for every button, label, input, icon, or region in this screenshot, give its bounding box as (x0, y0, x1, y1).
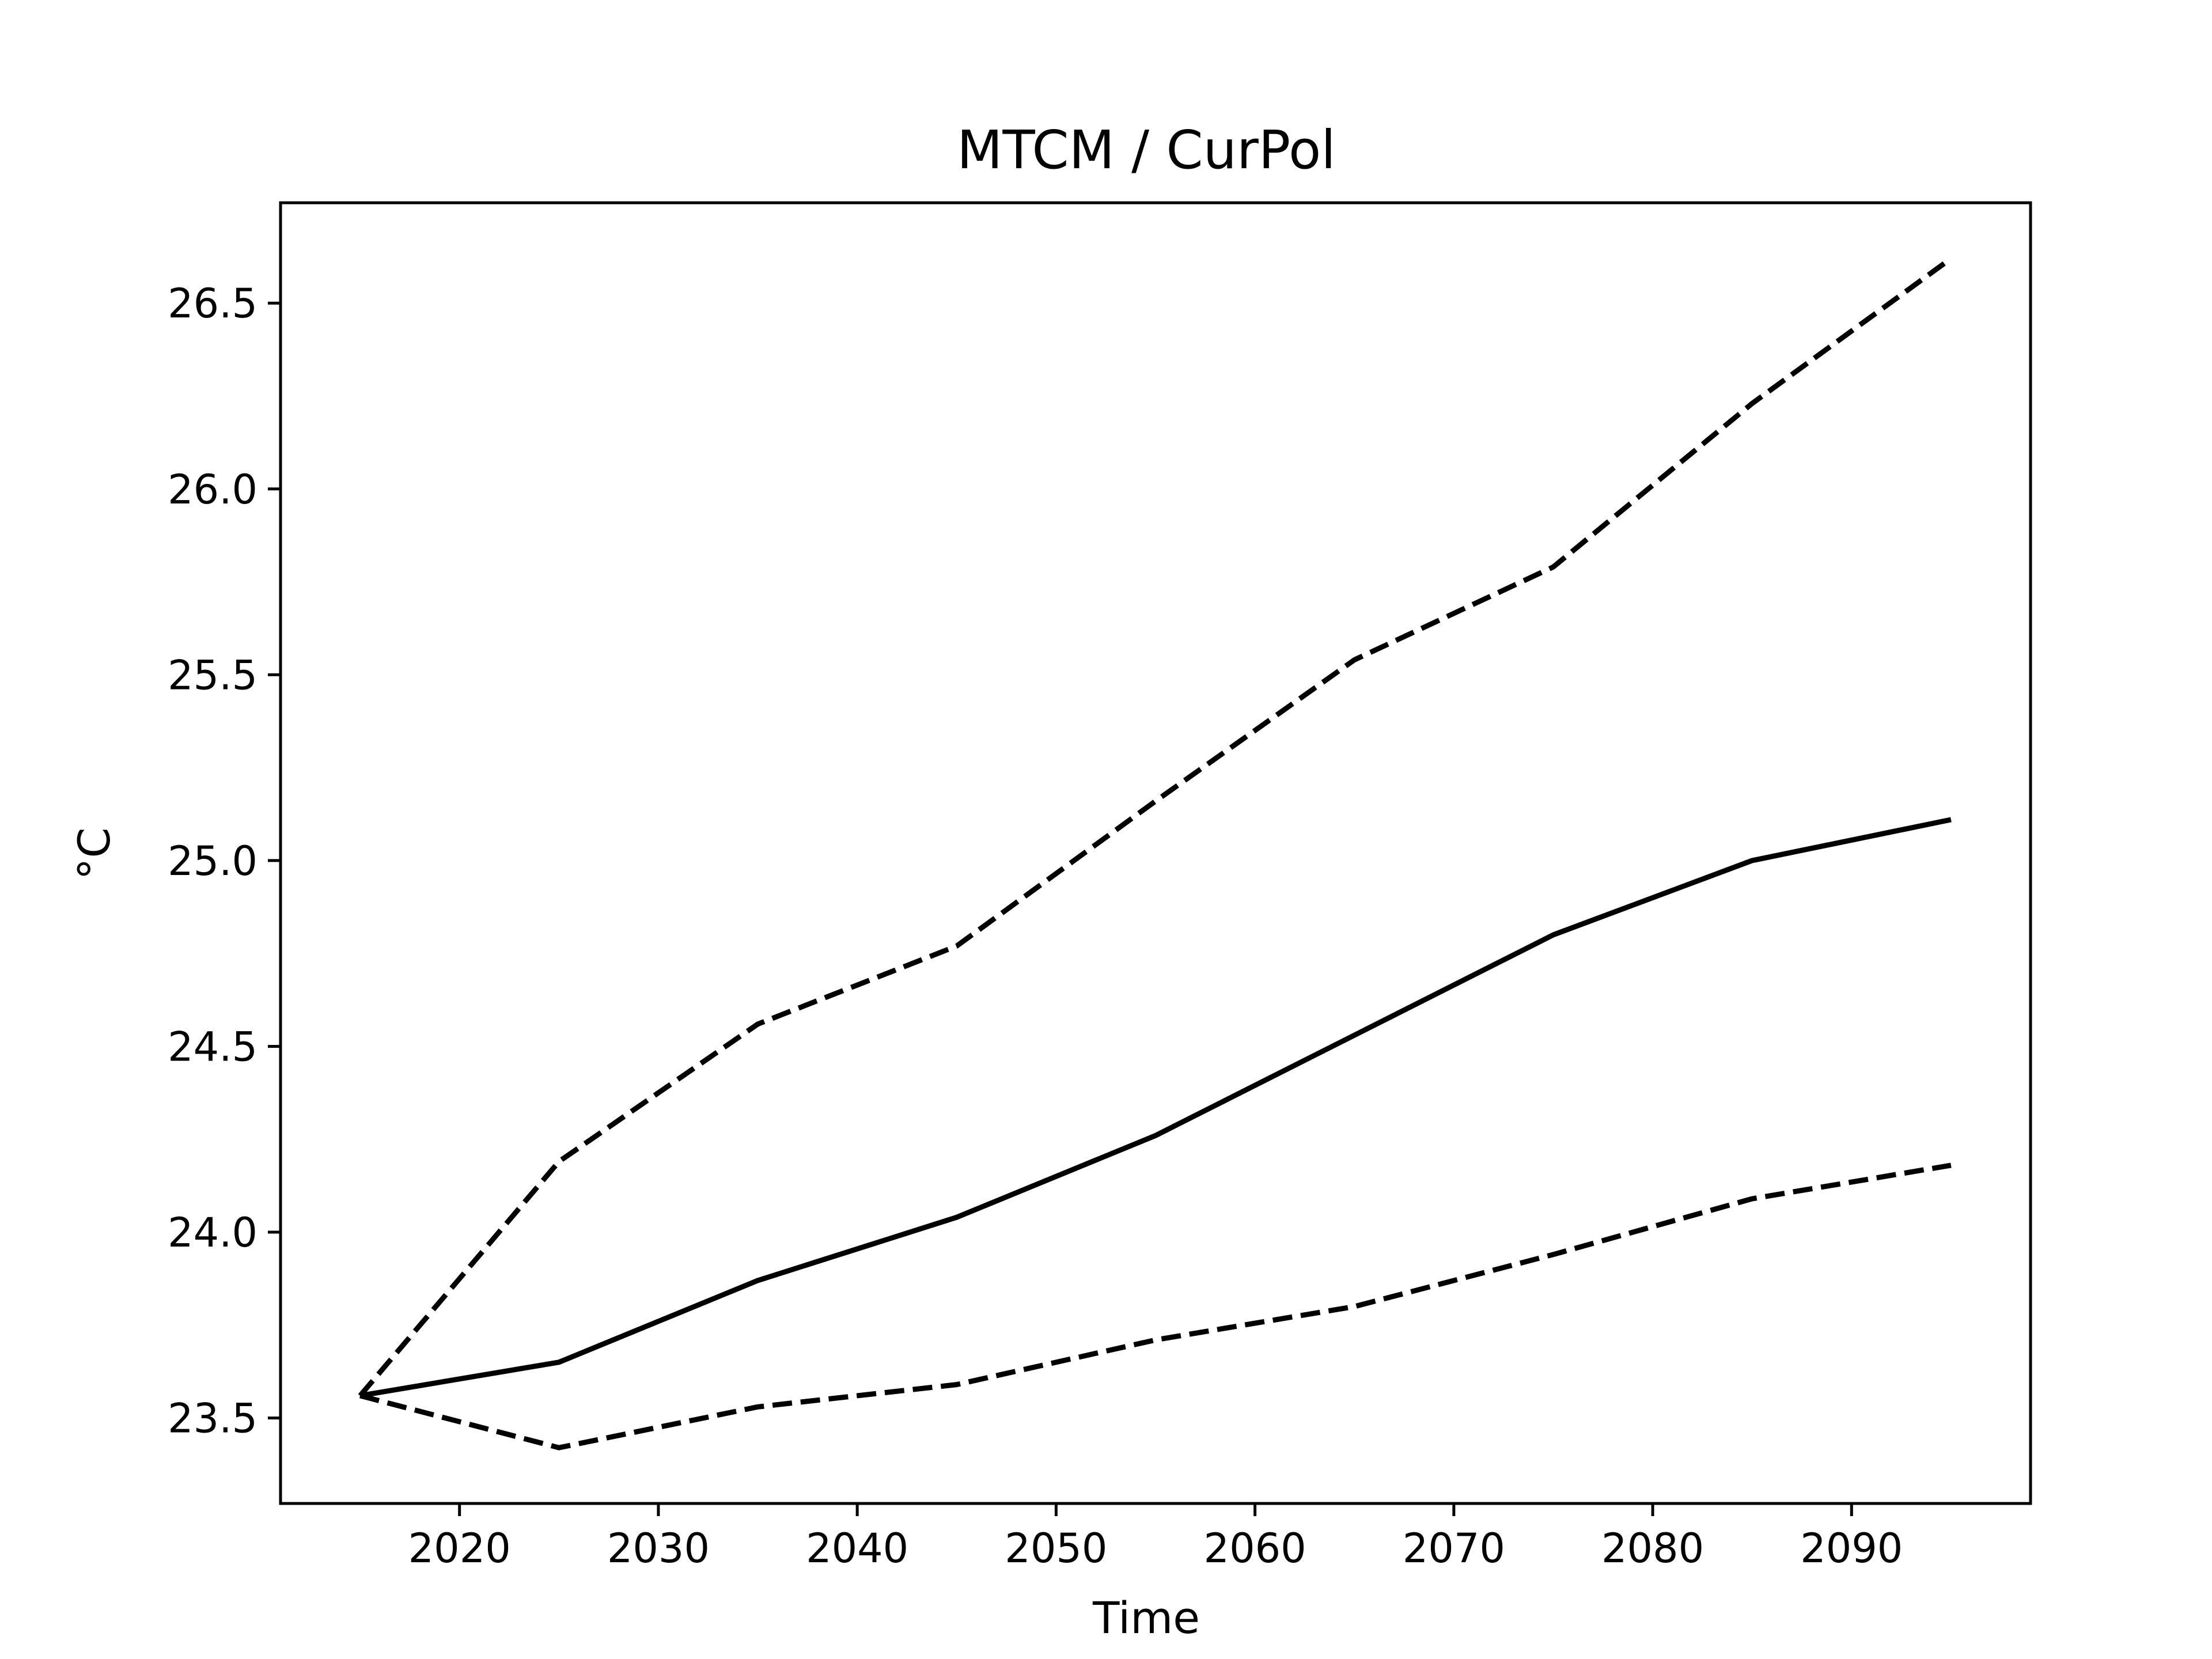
x-tick-label: 2030 (607, 1525, 710, 1572)
x-axis-title: Time (1092, 1592, 1200, 1643)
y-tick-label: 25.0 (168, 838, 257, 885)
solid-series-line (359, 817, 1952, 1399)
x-tick-label: 2060 (1204, 1525, 1306, 1572)
y-axis-title: °C (69, 827, 120, 880)
dashed-series-line-2 (359, 1162, 1952, 1450)
x-axis-ticks: 2020 2030 2040 2050 2060 2070 2080 2090 (408, 1503, 1903, 1572)
y-axis-ticks: 23.5 24.0 24.5 25.0 25.5 26.0 26.5 (168, 280, 281, 1442)
x-tick-label: 2080 (1601, 1525, 1704, 1572)
x-tick-label: 2050 (1005, 1525, 1107, 1572)
chart-title: MTCM / CurPol (957, 119, 1336, 181)
series-group (358, 256, 1953, 1450)
x-tick-label: 2040 (806, 1525, 908, 1572)
x-tick-label: 2020 (408, 1525, 511, 1572)
x-tick-label: 2090 (1800, 1525, 1903, 1572)
plot-frame (279, 201, 2032, 1505)
y-tick-label: 23.5 (168, 1395, 257, 1442)
y-tick-label: 26.0 (168, 466, 257, 513)
y-tick-label: 24.5 (168, 1023, 257, 1070)
y-tick-label: 24.0 (168, 1209, 257, 1256)
dashed-series-line-1 (358, 256, 1953, 1397)
y-tick-label: 25.5 (168, 652, 257, 699)
y-tick-label: 26.5 (168, 280, 257, 327)
x-tick-label: 2070 (1403, 1525, 1505, 1572)
